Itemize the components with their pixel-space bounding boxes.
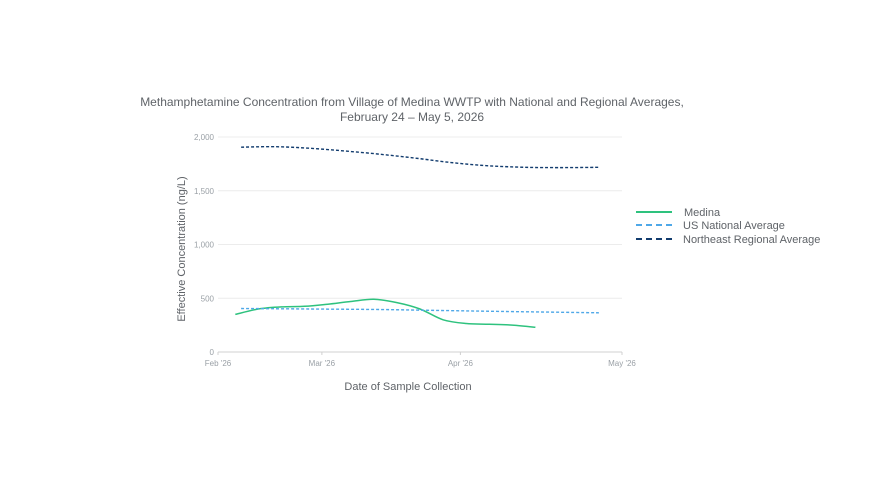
x-tick-label: Apr '26 — [448, 359, 474, 368]
y-axis-title: Effective Concentration (ng/L) — [176, 176, 188, 321]
x-tick-label: May '26 — [608, 359, 636, 368]
series-line-medina — [235, 298, 536, 329]
y-tick-label: 1,000 — [194, 241, 215, 250]
y-tick-label: 1,500 — [194, 187, 215, 196]
x-tick-label: Mar '26 — [309, 359, 336, 368]
series-lines — [235, 145, 599, 329]
x-axis-title: Date of Sample Collection — [344, 381, 471, 393]
chart-title-line1: Methamphetamine Concentration from Villa… — [140, 95, 684, 109]
chart-title-line2: February 24 – May 5, 2026 — [340, 110, 484, 124]
legend-label-us-national-average: US National Average — [683, 220, 785, 232]
series-line-northeast-regional-average — [241, 145, 599, 169]
x-tick-label: Feb '26 — [205, 359, 232, 368]
axes: 0 500 1,000 1,500 2,000 Feb '26 Mar '26 Apr '26… — [194, 133, 636, 368]
legend-label-medina: Medina — [684, 207, 721, 219]
y-tick-label: 0 — [210, 348, 215, 357]
y-tick-label: 500 — [201, 294, 215, 303]
series-line-us-national-average — [241, 307, 599, 314]
legend-label-northeast-regional-average: Northeast Regional Average — [683, 234, 820, 246]
y-tick-label: 2,000 — [194, 133, 215, 142]
gridlines — [218, 136, 622, 353]
